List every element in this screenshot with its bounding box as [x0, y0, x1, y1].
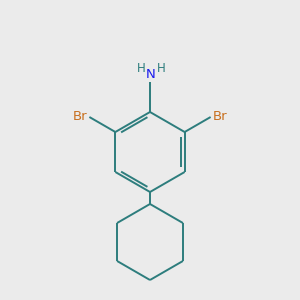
Text: N: N	[146, 68, 156, 81]
Text: H: H	[136, 62, 146, 75]
Text: H: H	[157, 62, 165, 75]
Text: Br: Br	[213, 110, 227, 124]
Text: Br: Br	[73, 110, 87, 124]
